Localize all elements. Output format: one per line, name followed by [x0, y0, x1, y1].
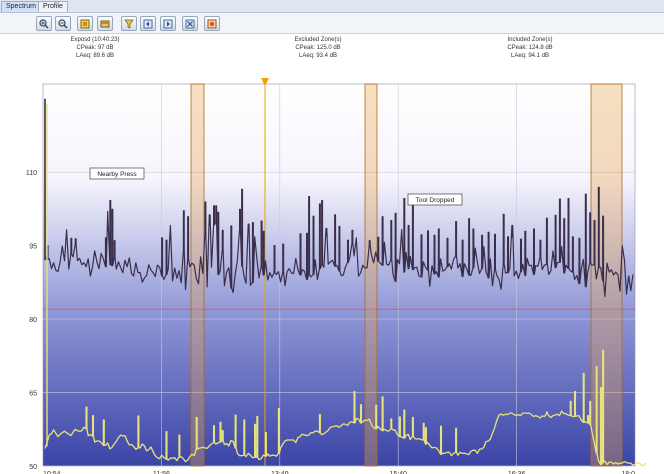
y-tick-label: 110	[26, 170, 37, 177]
chart-area: Exposd (10:40:23) CPeak: 97 dB LAeq: 89.6 …	[0, 34, 664, 474]
tab-spectrum[interactable]: Spectrum	[1, 1, 41, 12]
noise-level-chart: Exposd (10:40:23) CPeak: 97 dB LAeq: 89.6 …	[26, 37, 647, 474]
cursor-right-button[interactable]	[160, 16, 176, 31]
event-annotation-label: Nearby Press	[97, 171, 137, 178]
marker-icon	[80, 19, 90, 28]
event-annotation-box	[407, 193, 463, 206]
x-tick-label: 13:40	[271, 471, 289, 474]
y-tick-label: 50	[29, 464, 37, 471]
export-button[interactable]	[97, 16, 113, 31]
series-peak-line	[44, 186, 634, 298]
alert-icon	[207, 19, 217, 28]
cursor-marker-icon	[261, 78, 269, 86]
zone-summary-label: LAeq: 94.1 dB	[511, 53, 549, 59]
zone-summary-label: CPeak: 97 dB	[76, 45, 113, 51]
marker-button[interactable]	[77, 16, 93, 31]
zone-summary-label: Exposd (10:40:23)	[70, 37, 119, 43]
zone-summary-label: CPeak: 124.8 dB	[507, 45, 552, 51]
cursor-right-icon	[163, 19, 173, 28]
x-tick-label: 16:36	[508, 471, 526, 474]
tab-bar: Spectrum Profile	[0, 0, 664, 13]
highlight-zone	[190, 83, 205, 467]
zoom-out-button[interactable]	[55, 16, 71, 31]
y-tick-label: 65	[29, 391, 37, 398]
settings-button[interactable]	[182, 16, 198, 31]
event-annotation-label: Tool Dropped	[416, 197, 455, 204]
event-annotation-box	[89, 167, 145, 180]
export-icon	[100, 20, 110, 27]
filter-button[interactable]	[121, 16, 137, 31]
zone-summary-label: CPeak: 125.0 dB	[295, 45, 340, 51]
x-tick-label: 18:0	[621, 471, 635, 474]
alert-button[interactable]	[204, 16, 220, 31]
zone-summary-label: Excluded Zone(s)	[294, 37, 341, 43]
zone-summary-label: Included Zone(s)	[507, 37, 552, 43]
y-tick-label: 95	[29, 244, 37, 251]
x-tick-label: 11:56	[153, 471, 170, 474]
highlight-zone	[364, 83, 378, 467]
tab-profile[interactable]: Profile	[38, 1, 68, 12]
toolbar	[0, 13, 664, 34]
zone-summary-label: LAeq: 93.4 dB	[299, 53, 337, 59]
zoom-in-icon	[39, 18, 49, 28]
zoom-out-icon	[58, 18, 68, 28]
series-level-line	[44, 349, 647, 467]
cursor-left-button[interactable]	[140, 16, 156, 31]
x-tick-label: 10:54	[43, 471, 61, 474]
cursor-left-icon	[143, 19, 153, 28]
zoom-in-button[interactable]	[36, 16, 52, 31]
settings-icon	[185, 19, 195, 28]
plot-background	[42, 83, 636, 467]
zone-summary-label: LAeq: 89.6 dB	[76, 53, 114, 59]
x-tick-label: 15:40	[389, 471, 407, 474]
filter-icon	[124, 19, 134, 29]
y-tick-label: 80	[29, 317, 37, 324]
